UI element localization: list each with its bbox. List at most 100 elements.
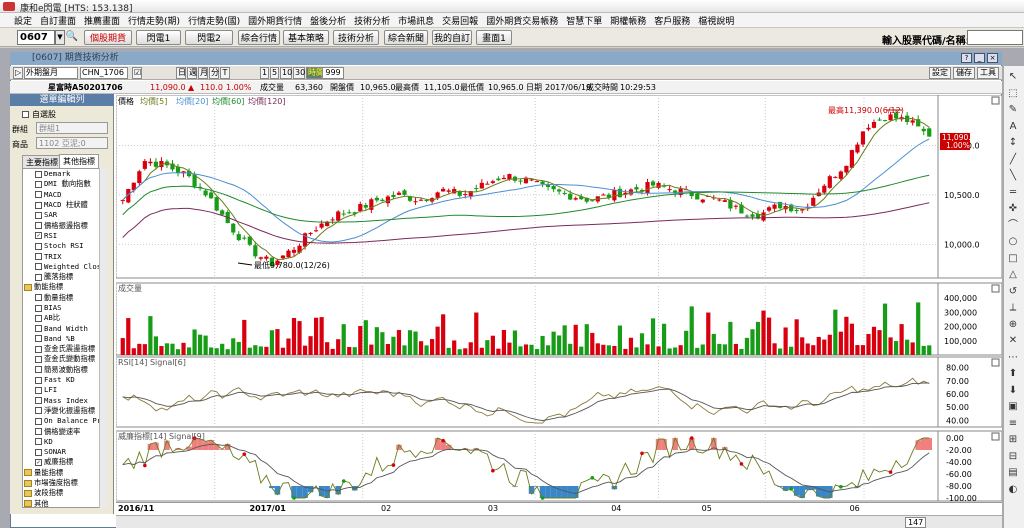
down-icon[interactable]: ⬇ bbox=[1008, 384, 1018, 396]
indicator-checkbox[interactable] bbox=[35, 314, 42, 322]
self-select-checkbox[interactable] bbox=[22, 111, 29, 118]
group-select[interactable]: 群組1 bbox=[36, 122, 108, 134]
tree-item[interactable]: AB比 bbox=[23, 313, 107, 323]
circle-icon[interactable]: ○ bbox=[1008, 236, 1018, 247]
check-icon[interactable]: ☑ bbox=[132, 67, 142, 79]
tree-item[interactable]: ✓ 威廉指標 bbox=[23, 457, 107, 467]
indicator-checkbox[interactable] bbox=[35, 180, 42, 188]
chevron-down-icon[interactable]: ▼ bbox=[55, 30, 65, 45]
help-button[interactable]: ? bbox=[961, 53, 972, 63]
indicator-checkbox[interactable] bbox=[35, 211, 42, 219]
crosshair-icon[interactable]: ✜ bbox=[1008, 203, 1018, 214]
indicator-checkbox[interactable]: ✓ bbox=[35, 458, 42, 466]
tree-item[interactable]: 價格變速率 bbox=[23, 426, 107, 436]
close-button[interactable]: × bbox=[987, 53, 998, 63]
menu-item-2[interactable]: 推薦畫面 bbox=[84, 16, 121, 27]
toolbar-button-7[interactable]: 我的自訂 bbox=[432, 30, 472, 45]
more-icon[interactable]: ⋯ bbox=[1008, 351, 1018, 363]
tree-item[interactable]: 淨變化振盪指標 bbox=[23, 406, 107, 416]
play-icon[interactable]: ▷ bbox=[13, 67, 23, 79]
tree-item[interactable]: 查金氏震盪指標 bbox=[23, 344, 107, 354]
panel-icon[interactable]: ▤ bbox=[1008, 467, 1018, 478]
tree-item[interactable]: ✓ RSI bbox=[23, 231, 107, 241]
tree-item[interactable]: 騰落指標 bbox=[23, 272, 107, 282]
tree-item[interactable]: KD bbox=[23, 437, 107, 447]
indicator-checkbox[interactable] bbox=[35, 335, 42, 343]
indicator-checkbox[interactable] bbox=[35, 407, 42, 415]
channel-icon[interactable]: ═ bbox=[1009, 186, 1017, 198]
contrast-icon[interactable]: ◐ bbox=[1008, 483, 1018, 495]
rect-icon[interactable]: □ bbox=[1008, 252, 1018, 264]
settings-button[interactable]: 設定 bbox=[929, 67, 951, 79]
tree-folder[interactable]: 量能指標 bbox=[23, 468, 107, 478]
tree-item[interactable]: 簡易波動指標 bbox=[23, 365, 107, 375]
item-select[interactable]: 1102 亞泥;0 bbox=[36, 137, 108, 149]
menu-item-12[interactable]: 期權帳務 bbox=[610, 16, 647, 27]
menu-item-8[interactable]: 市場訊息 bbox=[398, 16, 435, 27]
indicator-checkbox[interactable] bbox=[35, 222, 42, 230]
tree-item[interactable]: Band %B bbox=[23, 334, 107, 344]
minute-button-0[interactable]: 1 bbox=[260, 67, 269, 79]
line-icon[interactable]: ╲ bbox=[1009, 170, 1017, 181]
zoom-level[interactable]: 147 bbox=[905, 517, 927, 528]
up-icon[interactable]: ⬆ bbox=[1008, 368, 1018, 379]
text-icon[interactable]: A bbox=[1009, 120, 1017, 132]
save-button[interactable]: 儲存 bbox=[953, 67, 975, 79]
indicator-checkbox[interactable] bbox=[35, 386, 42, 394]
tree-item[interactable]: Demark bbox=[23, 169, 107, 179]
resize-icon[interactable]: ↕ bbox=[1008, 137, 1018, 148]
indicator-checkbox[interactable] bbox=[35, 294, 42, 302]
self-select-row[interactable]: 自選股 bbox=[22, 109, 56, 120]
menu-item-9[interactable]: 交易回報 bbox=[442, 16, 479, 27]
tree-item[interactable]: LFI bbox=[23, 385, 107, 395]
period-select[interactable]: 外期盤月 bbox=[24, 67, 78, 79]
tree-folder[interactable]: 動能指標 bbox=[23, 282, 107, 292]
tab-other-indicators[interactable]: 其他指標 bbox=[59, 154, 99, 168]
code-input[interactable]: 0607 bbox=[17, 30, 55, 45]
indicator-checkbox[interactable] bbox=[35, 304, 42, 312]
menu-item-13[interactable]: 客戶服務 bbox=[654, 16, 691, 27]
grid-icon[interactable]: ⊟ bbox=[1008, 450, 1018, 462]
triangle-icon[interactable]: △ bbox=[1009, 269, 1017, 280]
toolbar-button-0[interactable]: 個股期貨 bbox=[84, 30, 132, 45]
indicator-checkbox[interactable] bbox=[35, 417, 42, 425]
menu-item-1[interactable]: 自訂畫面 bbox=[40, 16, 77, 27]
freq-button-0[interactable]: 日 bbox=[176, 67, 186, 79]
tools-button[interactable]: 工具 bbox=[977, 67, 999, 79]
menu-item-11[interactable]: 智慧下單 bbox=[566, 16, 603, 27]
indicator-checkbox[interactable] bbox=[35, 397, 42, 405]
menu-item-5[interactable]: 國外期貨行情 bbox=[248, 16, 303, 27]
tree-item[interactable]: Fast KD bbox=[23, 375, 107, 385]
tree-item[interactable]: SAR bbox=[23, 210, 107, 220]
count-input[interactable]: 999 bbox=[322, 67, 344, 79]
freq-button-2[interactable]: 月 bbox=[198, 67, 208, 79]
indicator-checkbox[interactable] bbox=[35, 428, 42, 436]
select-icon[interactable]: ⬚ bbox=[1008, 87, 1018, 99]
tree-item[interactable]: 動量指標 bbox=[23, 293, 107, 303]
freq-button-3[interactable]: 分 bbox=[209, 67, 219, 79]
indicator-checkbox[interactable] bbox=[35, 345, 42, 353]
delete-icon[interactable]: ✕ bbox=[1008, 335, 1018, 346]
tree-item[interactable]: MACD 柱狀體 bbox=[23, 200, 107, 210]
menu-item-14[interactable]: 檔視說明 bbox=[698, 16, 735, 27]
toolbar-button-6[interactable]: 綜合新聞 bbox=[384, 30, 428, 45]
indicator-checkbox[interactable] bbox=[35, 438, 42, 446]
tree-item[interactable]: DMI 動向指數 bbox=[23, 179, 107, 189]
minimize-button[interactable]: _ bbox=[974, 53, 985, 63]
indicator-checkbox[interactable] bbox=[35, 253, 42, 261]
freq-button-4[interactable]: T bbox=[220, 67, 230, 79]
indicator-checkbox[interactable] bbox=[35, 273, 42, 281]
toolbar-button-1[interactable]: 閃電1 bbox=[136, 30, 181, 45]
tree-item[interactable]: Mass Index bbox=[23, 396, 107, 406]
indicator-checkbox[interactable] bbox=[35, 242, 42, 250]
toolbar-button-5[interactable]: 技術分析 bbox=[333, 30, 379, 45]
freq-button-1[interactable]: 週 bbox=[187, 67, 197, 79]
minute-button-3[interactable]: 30 bbox=[293, 67, 306, 79]
indicator-checkbox[interactable] bbox=[35, 201, 42, 209]
tree-item[interactable]: 價格振盪指標 bbox=[23, 220, 107, 230]
tree-item[interactable]: Stoch RSI bbox=[23, 241, 107, 251]
indicator-checkbox[interactable] bbox=[35, 376, 42, 384]
tree-folder[interactable]: 其他 bbox=[23, 499, 107, 507]
tree-item[interactable]: On Balance Pr bbox=[23, 416, 107, 426]
menu-item-6[interactable]: 盤後分析 bbox=[310, 16, 347, 27]
